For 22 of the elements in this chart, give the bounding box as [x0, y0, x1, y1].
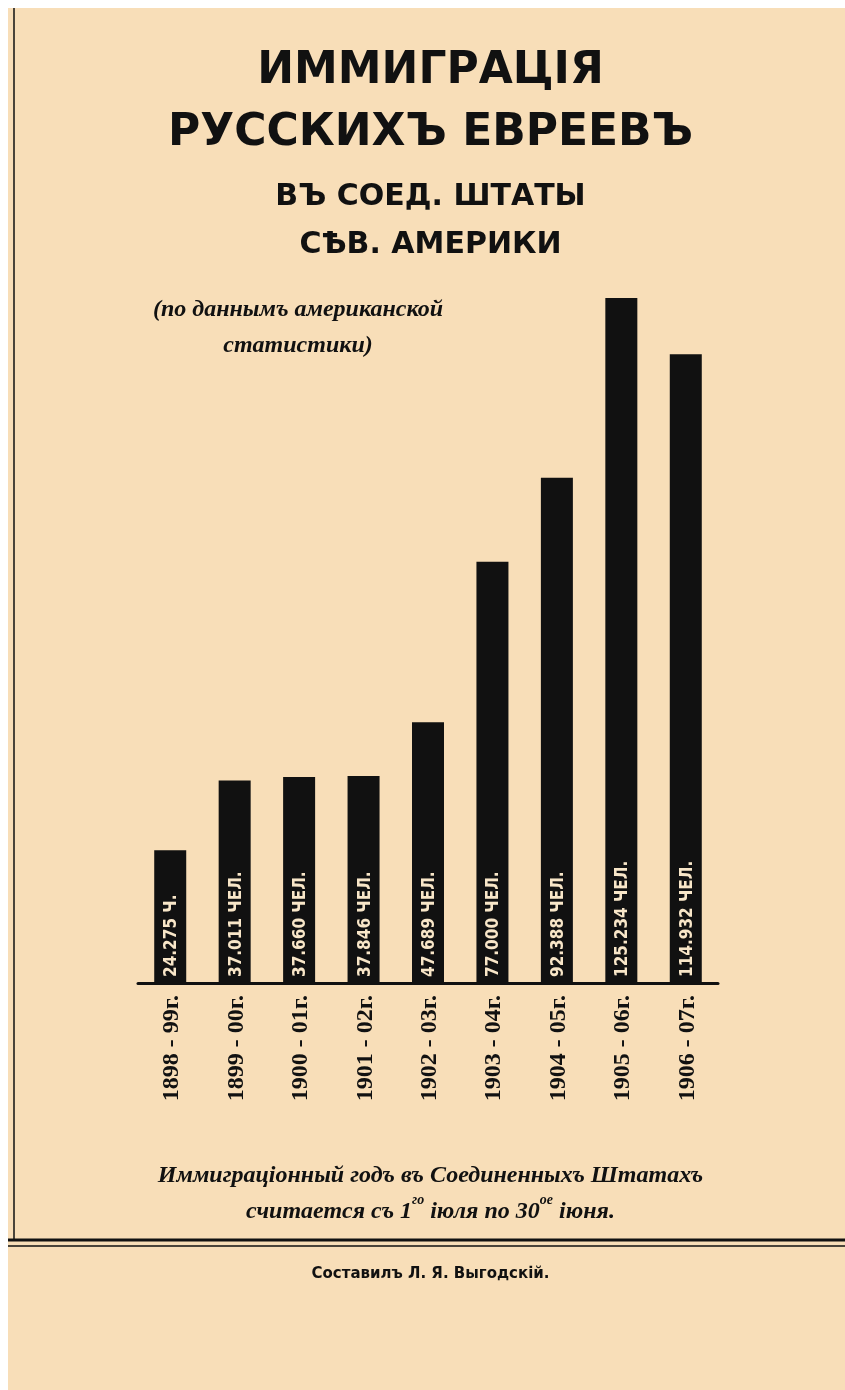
data-label: 125.234 ЧЕЛ.	[611, 860, 632, 977]
data-label: 37.846 ЧЕЛ.	[353, 871, 374, 977]
x-tick-label: 1903 - 04г.	[479, 995, 506, 1102]
data-label: 77.000 ЧЕЛ.	[482, 871, 503, 977]
x-tick-label: 1898 - 99г.	[157, 995, 184, 1102]
text: Составилъ Л. Я. Выгодскій.	[311, 1263, 550, 1282]
x-tick-label: 1904 - 05г.	[543, 995, 570, 1102]
data-label: 47.689 ЧЕЛ.	[418, 871, 438, 977]
chart-title: ИММИГРАЦІЯ РУССКИХЪ ЕВРЕЕВЪ	[168, 41, 693, 155]
data-label: 37.011 ЧЕЛ.	[224, 871, 245, 977]
chart-subtitle: ВЪ СОЕД. ШТАТЫ СѢВ. АМЕРИКИ	[275, 176, 586, 260]
annotation: (по даннымъ американской статистики)	[152, 295, 444, 357]
x-tick-label: 1899 - 00г.	[221, 995, 248, 1102]
data-label: 92.388 ЧЕЛ.	[546, 871, 567, 977]
x-tick-label: 1905 - 06г.	[608, 995, 635, 1102]
x-tick-label: 1900 - 01г.	[286, 995, 313, 1102]
data-label: 114.932 ЧЕЛ.	[675, 860, 696, 977]
x-tick-label: 1901 - 02г.	[350, 995, 377, 1102]
data-label: 37.660 ЧЕЛ.	[289, 871, 310, 977]
x-tick-label: 1906 - 07г.	[672, 995, 699, 1102]
data-label: 24.275 Ч.	[160, 894, 181, 977]
x-tick-label: 1902 - 03г.	[415, 995, 441, 1102]
